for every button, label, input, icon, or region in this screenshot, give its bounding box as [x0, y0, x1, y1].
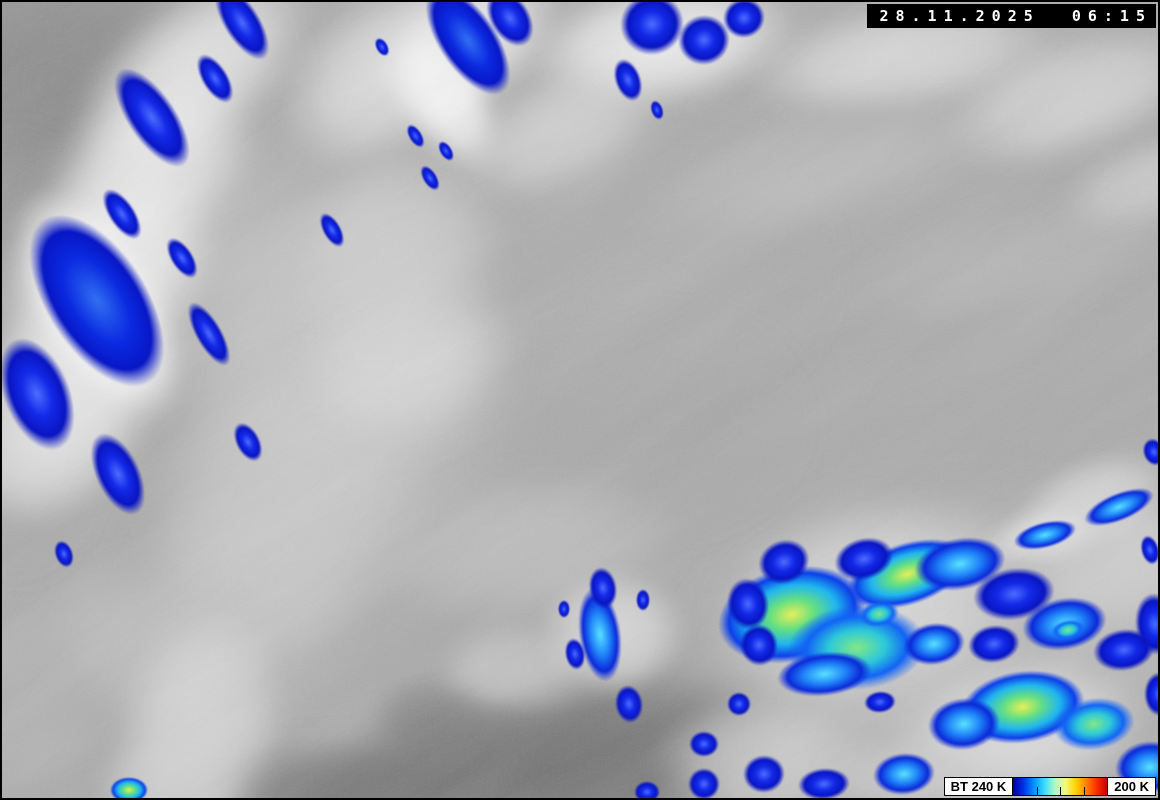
cold-cell [314, 209, 350, 251]
cold-cell [189, 47, 241, 109]
cold-cell [636, 589, 650, 611]
legend-min-label: BT 240 K [943, 777, 1014, 796]
cold-cell [612, 683, 646, 725]
cold-cell [79, 424, 157, 524]
cold-cell [863, 689, 897, 715]
cold-cell [1138, 435, 1158, 469]
colorbar-tick [1060, 787, 1062, 795]
cold-cell [688, 768, 720, 798]
cold-cell [796, 766, 852, 798]
cold-cell [608, 54, 648, 106]
cold-cell [416, 162, 444, 194]
colorbar-tick [1083, 787, 1085, 795]
cold-cell [204, 2, 280, 68]
cold-cell [50, 537, 78, 571]
colorbar-gradient [1013, 777, 1108, 796]
colorbar-legend: BT 240 K 200 K [943, 777, 1156, 796]
cold-cell [871, 750, 937, 798]
cold-cell [402, 121, 428, 151]
cold-cell [727, 692, 751, 716]
cold-cell [371, 35, 393, 59]
cold-cell [741, 753, 787, 795]
cold-cell [435, 138, 457, 164]
cold-cell [1079, 480, 1158, 534]
cold-cell [634, 781, 660, 798]
cold-cell [965, 621, 1023, 667]
cold-cell [160, 232, 204, 284]
cold-cell [558, 600, 570, 618]
cold-cell [689, 731, 719, 757]
cold-cell [110, 777, 148, 798]
cold-cell [179, 296, 239, 372]
cold-cell [1010, 514, 1080, 556]
timestamp-overlay: 28.11.2025 06:15 [867, 4, 1156, 28]
cold-cell [227, 417, 269, 467]
cold-cell [1144, 672, 1158, 716]
cold-cell [647, 98, 667, 122]
colorbar-tick [1036, 787, 1038, 795]
cold-cell [1137, 533, 1158, 567]
cold-cell [99, 55, 205, 179]
legend-max-label: 200 K [1107, 777, 1156, 796]
